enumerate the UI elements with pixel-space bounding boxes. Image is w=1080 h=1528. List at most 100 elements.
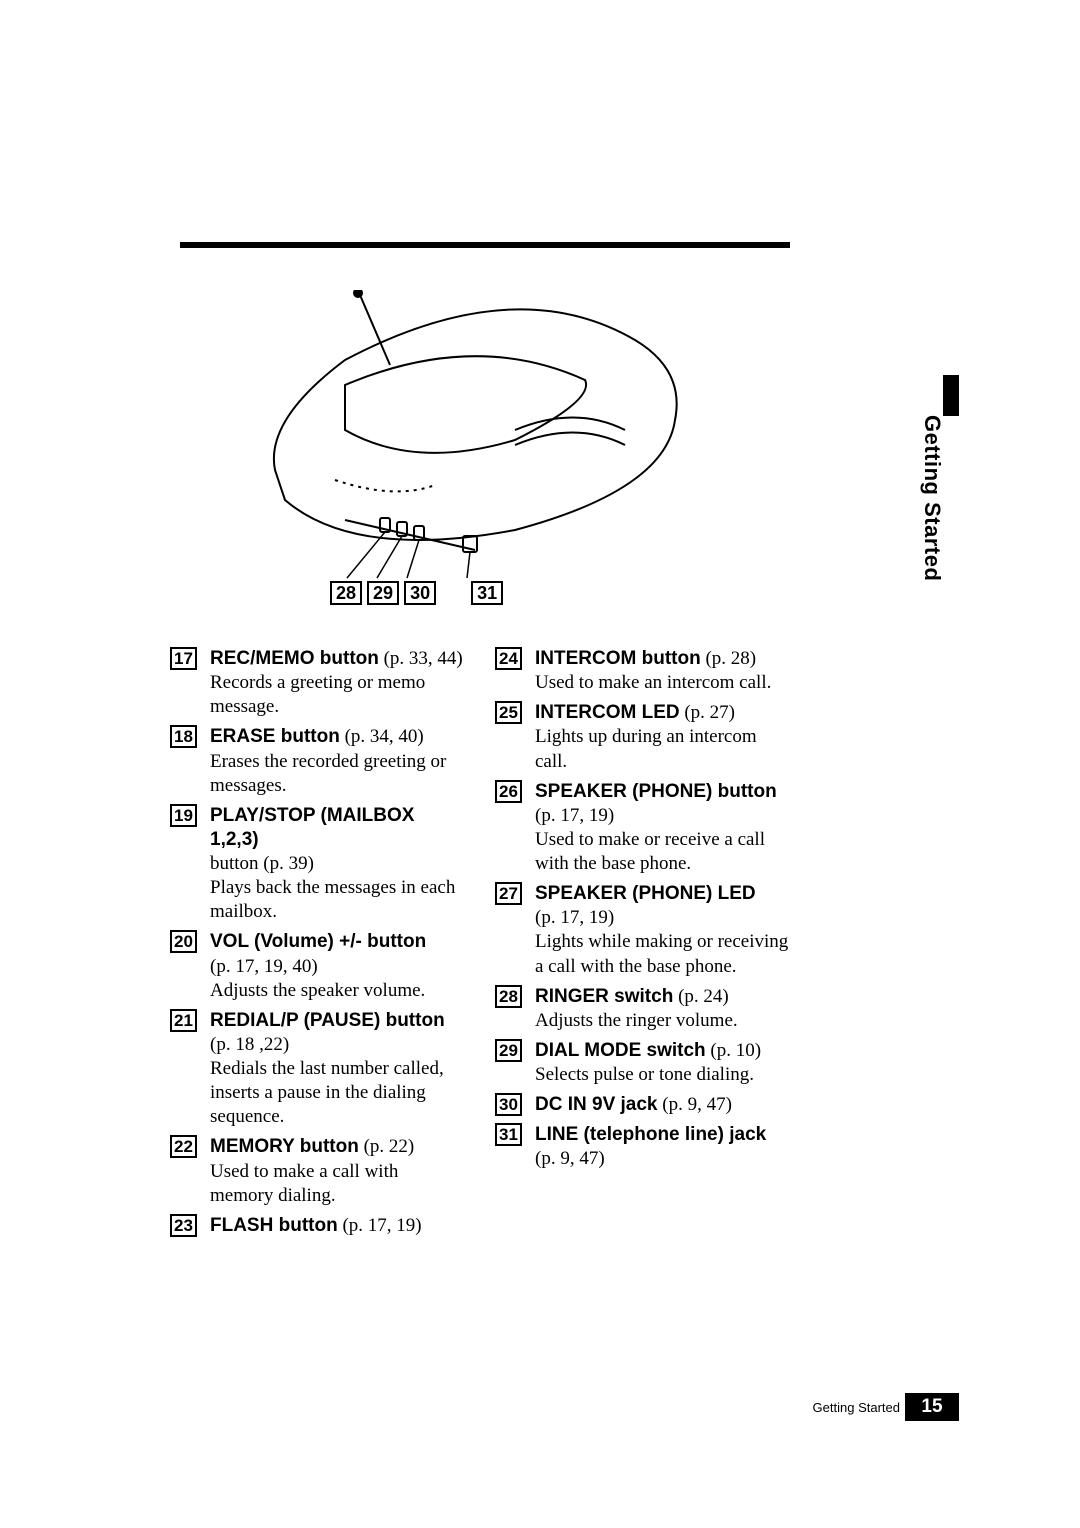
- manual-page: Getting Started 28: [0, 0, 1080, 1528]
- item-body: MEMORY button (p. 22) Used to make a call…: [210, 1135, 465, 1207]
- item-body: LINE (telephone line) jack(p. 9, 47): [535, 1123, 766, 1171]
- item-title: SPEAKER (PHONE) LED: [535, 883, 756, 904]
- item-description: Used to make or receive a call with the …: [535, 828, 790, 876]
- item-title: FLASH button: [210, 1215, 338, 1236]
- item-description: Adjusts the ringer volume.: [535, 1009, 738, 1033]
- callout-28: 28: [330, 581, 362, 605]
- item-title: VOL (Volume) +/- button: [210, 931, 426, 952]
- item-number: 27: [495, 882, 522, 905]
- item-number: 23: [170, 1214, 197, 1237]
- item-body: PLAY/STOP (MAILBOX 1,2,3)button (p. 39)P…: [210, 804, 465, 925]
- item-title: PLAY/STOP (MAILBOX 1,2,3): [210, 805, 414, 850]
- item-description: (p. 18 ,22): [210, 1033, 465, 1057]
- item-description: Erases the recorded greeting or messages…: [210, 750, 465, 798]
- item-body: SPEAKER (PHONE) LED(p. 17, 19)Lights whi…: [535, 882, 790, 979]
- item-description: Lights while making or receiving a call …: [535, 930, 790, 978]
- item-body: DC IN 9V jack (p. 9, 47): [535, 1093, 732, 1117]
- illustration-callouts: 28 29 30 31: [330, 581, 503, 605]
- item-page-ref: (p. 34, 40): [340, 726, 424, 747]
- item-number: 24: [495, 647, 522, 670]
- list-item: 19 PLAY/STOP (MAILBOX 1,2,3)button (p. 39…: [170, 804, 465, 925]
- item-body: INTERCOM LED (p. 27)Lights up during an …: [535, 701, 790, 773]
- phone-illustration: [215, 290, 715, 580]
- list-item: 31 LINE (telephone line) jack(p. 9, 47): [495, 1123, 790, 1171]
- item-description: Plays back the messages in each mailbox.: [210, 876, 465, 924]
- list-item: 22 MEMORY button (p. 22) Used to make a ca…: [170, 1135, 465, 1207]
- item-title: RINGER switch: [535, 986, 673, 1007]
- item-number: 18: [170, 725, 197, 748]
- item-page-ref: (p. 27): [680, 702, 735, 723]
- item-page-ref: (p. 33, 44): [379, 648, 463, 669]
- right-column: 24 INTERCOM button (p. 28)Used to make an…: [495, 647, 790, 1244]
- item-description: Selects pulse or tone dialing.: [535, 1063, 761, 1087]
- item-title: INTERCOM button: [535, 648, 701, 669]
- callout-29: 29: [367, 581, 399, 605]
- list-item: 27 SPEAKER (PHONE) LED(p. 17, 19)Lights w…: [495, 882, 790, 979]
- footer-section-label: Getting Started: [813, 1400, 900, 1415]
- item-page-ref: (p. 28): [701, 648, 756, 669]
- item-description: Used to make a call with memory dialing.: [210, 1160, 465, 1208]
- top-rule: [180, 242, 790, 248]
- left-column: 17 REC/MEMO button (p. 33, 44)Records a g…: [170, 647, 465, 1244]
- item-body: VOL (Volume) +/- button (p. 17, 19, 40)Ad…: [210, 930, 426, 1002]
- item-title: MEMORY button: [210, 1136, 359, 1157]
- item-number: 28: [495, 985, 522, 1008]
- item-body: RINGER switch (p. 24)Adjusts the ringer …: [535, 985, 738, 1033]
- list-item: 30 DC IN 9V jack (p. 9, 47): [495, 1093, 790, 1117]
- item-number: 19: [170, 804, 197, 827]
- item-title: SPEAKER (PHONE) button: [535, 781, 777, 802]
- item-title: LINE (telephone line) jack: [535, 1124, 766, 1145]
- item-description: Records a greeting or memo message.: [210, 671, 465, 719]
- item-description: (p. 17, 19): [535, 906, 790, 930]
- description-columns: 17 REC/MEMO button (p. 33, 44)Records a g…: [170, 647, 790, 1244]
- item-description: (p. 17, 19): [535, 804, 790, 828]
- list-item: 21 REDIAL/P (PAUSE) button(p. 18 ,22)Redi…: [170, 1009, 465, 1130]
- item-page-ref: (p. 17, 19): [338, 1215, 422, 1236]
- list-item: 17 REC/MEMO button (p. 33, 44)Records a g…: [170, 647, 465, 719]
- item-title: DIAL MODE switch: [535, 1040, 706, 1061]
- item-number: 21: [170, 1009, 197, 1032]
- item-description: (p. 17, 19, 40): [210, 955, 426, 979]
- callout-31: 31: [471, 581, 503, 605]
- side-tab-marker: [943, 375, 959, 416]
- item-number: 31: [495, 1123, 522, 1146]
- item-number: 26: [495, 780, 522, 803]
- list-item: 25 INTERCOM LED (p. 27)Lights up during a…: [495, 701, 790, 773]
- item-body: INTERCOM button (p. 28)Used to make an i…: [535, 647, 771, 695]
- item-title: DC IN 9V jack: [535, 1094, 658, 1115]
- item-number: 30: [495, 1093, 522, 1116]
- item-page-ref: (p. 22): [359, 1136, 414, 1157]
- item-description: button (p. 39): [210, 852, 465, 876]
- footer-page-number: 15: [905, 1393, 959, 1421]
- list-item: 23 FLASH button (p. 17, 19): [170, 1214, 465, 1238]
- item-number: 20: [170, 930, 197, 953]
- item-title: INTERCOM LED: [535, 702, 680, 723]
- item-description: Adjusts the speaker volume.: [210, 979, 426, 1003]
- item-title: REC/MEMO button: [210, 648, 379, 669]
- item-title: ERASE button: [210, 726, 340, 747]
- item-page-ref: (p. 24): [673, 986, 728, 1007]
- list-item: 26 SPEAKER (PHONE) button(p. 17, 19)Used …: [495, 780, 790, 877]
- item-description: Used to make an intercom call.: [535, 671, 771, 695]
- item-number: 17: [170, 647, 197, 670]
- item-description: Lights up during an intercom call.: [535, 725, 790, 773]
- item-page-ref: (p. 10): [706, 1040, 761, 1061]
- item-description: (p. 9, 47): [535, 1147, 766, 1171]
- list-item: 20 VOL (Volume) +/- button (p. 17, 19, 40)…: [170, 930, 465, 1002]
- list-item: 28 RINGER switch (p. 24)Adjusts the ringe…: [495, 985, 790, 1033]
- callout-30: 30: [404, 581, 436, 605]
- item-body: REC/MEMO button (p. 33, 44)Records a gre…: [210, 647, 465, 719]
- item-body: ERASE button (p. 34, 40) Erases the recor…: [210, 725, 465, 797]
- item-number: 29: [495, 1039, 522, 1062]
- item-description: Redials the last number called, inserts …: [210, 1057, 465, 1129]
- list-item: 29 DIAL MODE switch (p. 10)Selects pulse …: [495, 1039, 790, 1087]
- item-body: SPEAKER (PHONE) button(p. 17, 19)Used to…: [535, 780, 790, 877]
- item-body: FLASH button (p. 17, 19): [210, 1214, 422, 1238]
- item-title: REDIAL/P (PAUSE) button: [210, 1010, 445, 1031]
- item-number: 22: [170, 1135, 197, 1158]
- side-tab-label: Getting Started: [919, 415, 945, 581]
- item-page-ref: (p. 9, 47): [658, 1094, 732, 1115]
- list-item: 24 INTERCOM button (p. 28)Used to make an…: [495, 647, 790, 695]
- item-number: 25: [495, 701, 522, 724]
- item-body: REDIAL/P (PAUSE) button(p. 18 ,22)Redial…: [210, 1009, 465, 1130]
